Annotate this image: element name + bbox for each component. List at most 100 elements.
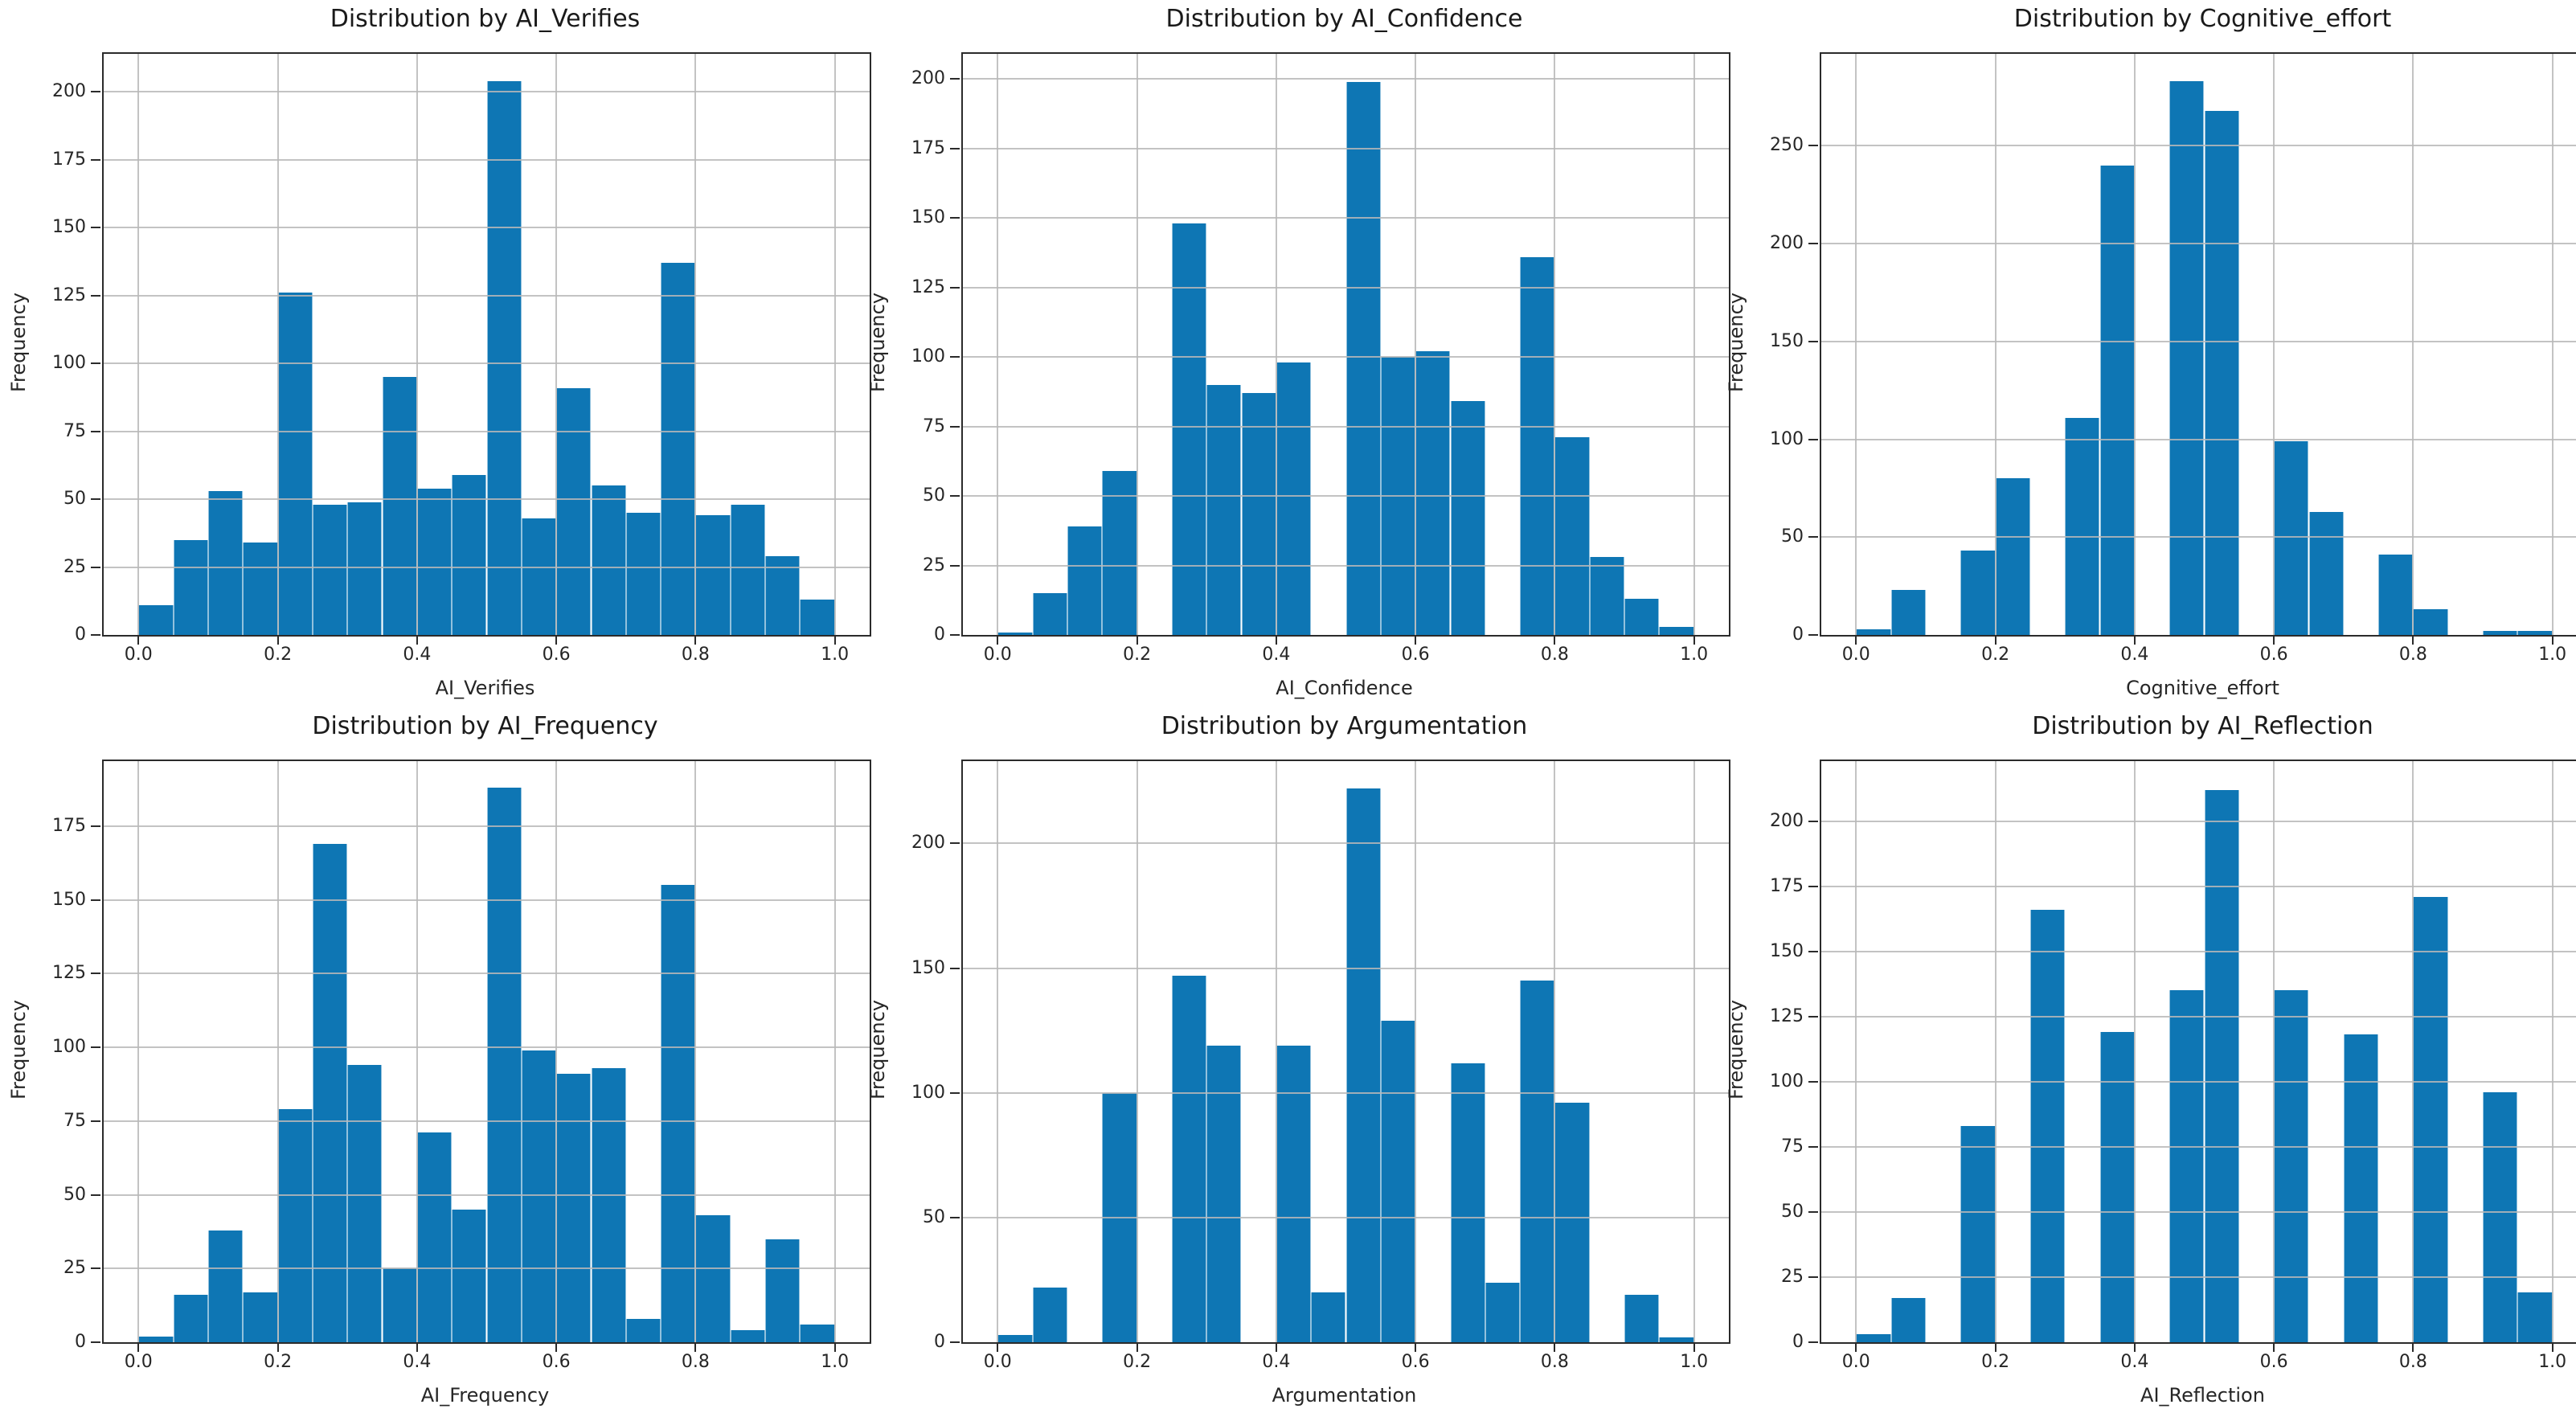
- y-tick-label: 150: [52, 889, 86, 910]
- y-tick-label: 100: [52, 1037, 86, 1057]
- y-tick-mark: [950, 286, 960, 289]
- horizontal-gridline: [963, 356, 1729, 358]
- histogram-bar: [173, 1295, 208, 1342]
- histogram-bar: [695, 515, 731, 635]
- x-tick-label: 0.8: [1540, 645, 1569, 665]
- x-tick-label: 0.2: [1123, 1352, 1152, 1372]
- x-tick-mark: [416, 635, 418, 645]
- y-tick-mark: [950, 634, 960, 636]
- x-tick-label: 0.6: [542, 1352, 571, 1372]
- x-tick-label: 0.4: [1262, 1352, 1291, 1372]
- chart-title: Distribution by AI_Frequency: [312, 712, 658, 740]
- y-tick-label: 125: [1770, 1005, 1804, 1026]
- histogram-bar: [1206, 384, 1242, 635]
- y-tick-mark: [91, 1046, 100, 1048]
- x-tick-mark: [1136, 635, 1138, 645]
- x-tick-label: 1.0: [2538, 1352, 2567, 1372]
- horizontal-gridline: [1821, 1145, 2576, 1148]
- histogram-bar: [2517, 1292, 2553, 1342]
- y-tick-mark: [1808, 1210, 1818, 1213]
- histogram-bar: [1659, 626, 1694, 635]
- vertical-gridline: [833, 761, 836, 1342]
- histogram-bar: [1485, 1282, 1521, 1342]
- vertical-gridline: [997, 761, 999, 1342]
- histogram-bar: [1241, 393, 1276, 635]
- y-tick-label: 150: [1770, 940, 1804, 961]
- y-tick-mark: [1808, 1341, 1818, 1343]
- y-tick-label: 100: [52, 353, 86, 374]
- histogram-bar: [2099, 1032, 2135, 1342]
- y-tick-label: 75: [923, 416, 945, 436]
- vertical-gridline: [1415, 761, 1417, 1342]
- y-tick-label: 200: [1770, 233, 1804, 254]
- horizontal-gridline: [104, 973, 870, 975]
- y-tick-label: 200: [911, 68, 945, 89]
- horizontal-gridline: [1821, 340, 2576, 342]
- x-tick-mark: [1415, 1342, 1417, 1352]
- vertical-gridline: [694, 54, 697, 635]
- horizontal-gridline: [104, 825, 870, 827]
- histogram-bar: [556, 387, 592, 635]
- horizontal-gridline: [104, 1120, 870, 1122]
- x-axis-label: AI_Frequency: [420, 1384, 550, 1407]
- x-tick-label: 0.2: [1981, 1352, 2010, 1372]
- y-tick-mark: [1808, 1015, 1818, 1018]
- x-tick-label: 0.0: [1841, 645, 1870, 665]
- horizontal-gridline: [1821, 1210, 2576, 1213]
- vertical-gridline: [1136, 761, 1138, 1342]
- x-tick-label: 0.4: [403, 1352, 432, 1372]
- histogram-bar: [312, 843, 348, 1342]
- x-tick-mark: [276, 1342, 279, 1352]
- chart-title: Distribution by AI_Confidence: [1165, 5, 1523, 33]
- histogram-bar: [1589, 557, 1624, 635]
- subplot-cognitive-effort: Distribution by Cognitive_effort Frequen…: [1718, 0, 2576, 712]
- histogram-bar: [1450, 401, 1485, 635]
- horizontal-gridline: [1821, 950, 2576, 952]
- x-tick-label: 0.0: [1841, 1352, 1870, 1372]
- histogram-bar: [2483, 1091, 2518, 1342]
- y-tick-label: 0: [1792, 1332, 1804, 1352]
- y-tick-mark: [950, 217, 960, 219]
- y-tick-label: 75: [63, 420, 86, 441]
- histogram-bar: [382, 377, 417, 635]
- y-tick-label: 25: [63, 1258, 86, 1279]
- x-tick-mark: [997, 635, 999, 645]
- x-tick-label: 0.4: [2120, 645, 2149, 665]
- horizontal-gridline: [104, 1046, 870, 1048]
- y-tick-label: 125: [911, 276, 945, 297]
- histogram-bar: [208, 490, 244, 635]
- x-tick-mark: [555, 635, 558, 645]
- y-tick-mark: [950, 842, 960, 845]
- chart-title: Distribution by Cognitive_effort: [2013, 5, 2392, 33]
- y-tick-mark: [91, 634, 100, 636]
- histogram-bar: [591, 1067, 626, 1342]
- vertical-gridline: [2133, 54, 2136, 635]
- y-tick-label: 50: [63, 1184, 86, 1205]
- x-tick-mark: [1855, 1342, 1857, 1352]
- y-tick-mark: [91, 91, 100, 93]
- horizontal-gridline: [963, 842, 1729, 845]
- x-tick-mark: [2133, 1342, 2136, 1352]
- x-tick-label: 1.0: [821, 1352, 850, 1372]
- horizontal-gridline: [963, 495, 1729, 497]
- histogram-bar: [2029, 909, 2066, 1342]
- y-tick-mark: [1808, 820, 1818, 822]
- histogram-bar: [452, 1209, 487, 1342]
- y-axis-label: Frequency: [1725, 1000, 1747, 1100]
- y-tick-label: 125: [52, 963, 86, 984]
- y-tick-mark: [91, 1267, 100, 1270]
- histogram-bar: [1311, 1292, 1346, 1342]
- vertical-gridline: [1693, 761, 1695, 1342]
- horizontal-gridline: [963, 286, 1729, 289]
- x-tick-mark: [2412, 1342, 2414, 1352]
- chart-title: Distribution by AI_Verifies: [330, 5, 641, 33]
- histogram-bar: [382, 1268, 417, 1342]
- horizontal-gridline: [963, 1091, 1729, 1094]
- horizontal-gridline: [104, 566, 870, 568]
- histogram-bar: [1520, 256, 1555, 635]
- histogram-bar: [800, 1325, 835, 1342]
- horizontal-gridline: [104, 362, 870, 365]
- x-tick-mark: [1554, 635, 1556, 645]
- y-tick-mark: [950, 1341, 960, 1343]
- x-tick-mark: [416, 1342, 418, 1352]
